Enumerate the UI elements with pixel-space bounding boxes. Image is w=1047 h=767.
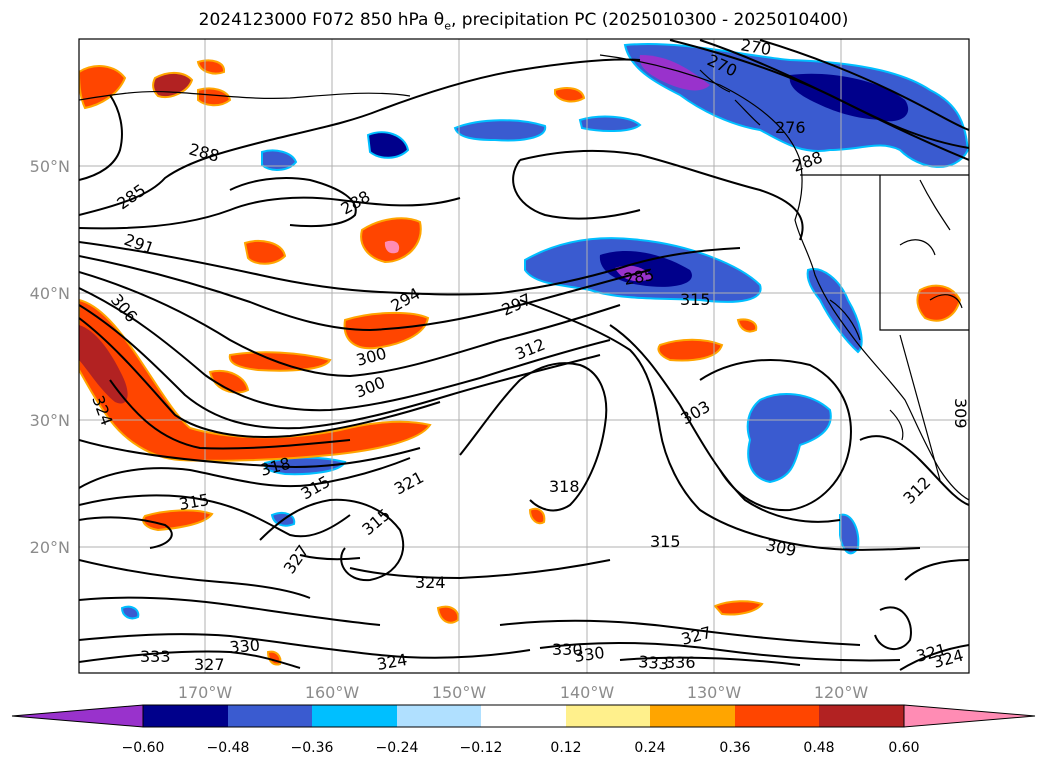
colorbar: −0.60 −0.48 −0.36 −0.24 −0.12 0.12 0.24 … <box>11 704 1036 756</box>
contour-label: 324 <box>415 573 446 592</box>
pos-region-m <box>142 509 214 532</box>
colorbar-segment <box>143 705 228 727</box>
colorbar-extend-high <box>903 704 1036 728</box>
colorbar-segment <box>481 705 566 727</box>
lon-tick-label: 130°W <box>687 683 742 702</box>
neg-region-alaska-core <box>639 55 710 91</box>
longitude-ticks: 170°W 160°W 150°W 140°W 130°W 120°W <box>178 683 869 702</box>
lon-tick-label: 120°W <box>814 683 869 702</box>
contour-label: 315 <box>680 290 711 309</box>
neg-region-np3 <box>261 149 298 171</box>
pos-region-jet-core <box>79 325 128 404</box>
colorbar-tick-label: 0.24 <box>634 740 665 756</box>
colorbar-tick-label: −0.48 <box>207 740 250 756</box>
contour-label: 336 <box>665 653 696 672</box>
pos-region-o <box>436 605 460 624</box>
pos-region-d-core <box>384 240 400 254</box>
contour-label: 330 <box>552 640 583 659</box>
colorbar-segment <box>650 705 735 727</box>
figure-title: 2024123000 F072 850 hPa θe, precipitatio… <box>198 10 849 33</box>
neg-region-np1 <box>453 119 547 142</box>
contour-label: 315 <box>650 532 681 551</box>
colorbar-segment <box>397 705 481 727</box>
colorbar-tick-label: 0.36 <box>719 740 750 756</box>
colorbar-segment <box>312 705 397 727</box>
neg-region-alaska <box>623 43 969 168</box>
neg-region-east <box>746 393 832 484</box>
contour-label: 327 <box>194 655 225 674</box>
colorbar-tick-label: 0.60 <box>888 740 919 756</box>
contour-label: 309 <box>951 398 970 429</box>
colorbar-tick-label: −0.24 <box>376 740 419 756</box>
pos-region-h <box>197 87 232 107</box>
colorbar-segment <box>819 705 904 727</box>
colorbar-tick-label: −0.60 <box>122 740 165 756</box>
neg-region-sw <box>120 605 140 620</box>
colorbar-segment <box>735 705 819 727</box>
pos-region-c <box>208 370 250 394</box>
lat-tick-label: 50°N <box>30 157 70 176</box>
pos-region-jet <box>79 298 432 462</box>
pos-region-p <box>528 507 546 525</box>
lon-tick-label: 140°W <box>560 683 615 702</box>
pos-region-k <box>657 338 724 362</box>
pos-region-r <box>736 318 758 333</box>
lon-tick-label: 160°W <box>305 683 360 702</box>
colorbar-segment <box>566 705 650 727</box>
lat-tick-label: 30°N <box>30 411 70 430</box>
pos-region-b <box>228 351 332 372</box>
colorbar-frame <box>142 704 905 728</box>
pos-region-l <box>916 284 962 322</box>
colorbar-tick-label: 0.12 <box>550 740 581 756</box>
map-frame <box>78 38 970 674</box>
contour-label: 330 <box>573 643 606 666</box>
contour-label: 276 <box>775 118 806 137</box>
colorbar-tick-label: −0.36 <box>291 740 334 756</box>
pos-region-e <box>243 239 287 265</box>
colorbar-segment <box>228 705 312 727</box>
pos-region-g <box>152 72 194 98</box>
contour-label: 330 <box>229 635 261 657</box>
neg-region-south <box>839 513 860 555</box>
lat-tick-label: 40°N <box>30 284 70 303</box>
contour-label: 318 <box>549 477 580 496</box>
pos-region-a <box>343 311 430 350</box>
neg-region-np2 <box>366 131 410 159</box>
theta-e-contours <box>79 39 969 671</box>
pos-region-f <box>79 65 127 110</box>
colorbar-tick-label: 0.48 <box>803 740 834 756</box>
precipitation-shading <box>79 43 969 666</box>
contour-label: 333 <box>638 652 670 674</box>
latitude-ticks: 50°N 40°N 30°N 20°N <box>30 157 70 557</box>
pos-region-j <box>554 87 586 103</box>
pos-region-n <box>713 600 764 616</box>
colorbar-extend-low <box>11 704 144 728</box>
neg-region-np4 <box>578 115 642 132</box>
lat-tick-label: 20°N <box>30 538 70 557</box>
colorbar-tick-label: −0.12 <box>460 740 503 756</box>
contour-label: 333 <box>140 647 171 666</box>
coastlines <box>79 54 969 501</box>
lon-tick-label: 170°W <box>178 683 233 702</box>
pos-region-d <box>360 217 422 264</box>
lon-tick-label: 150°W <box>432 683 487 702</box>
